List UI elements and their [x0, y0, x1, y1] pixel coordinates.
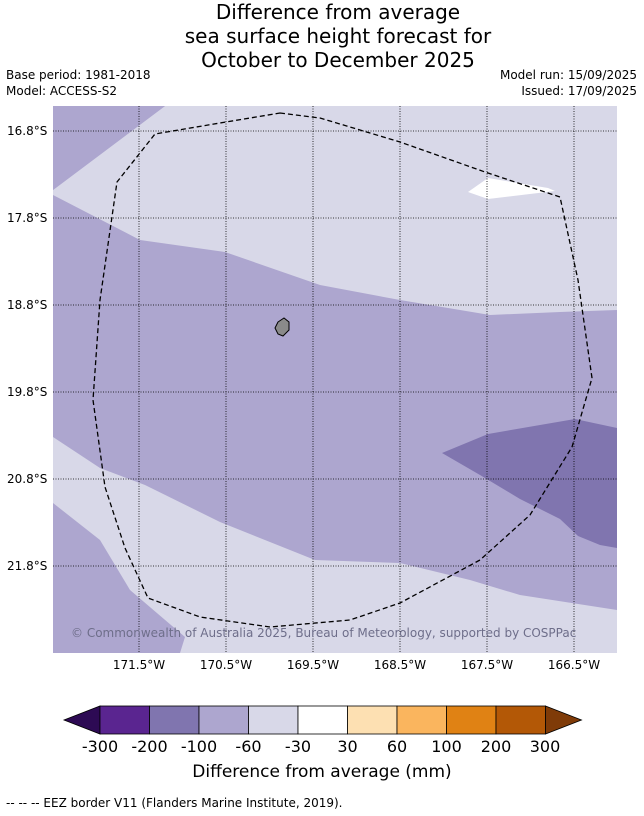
- lon-label: 168.5°W: [373, 658, 427, 672]
- lat-label: 17.8°S: [7, 211, 48, 225]
- colorbar-tick: -200: [131, 737, 168, 756]
- colorbar-tick: 300: [529, 737, 561, 756]
- anomaly-band-minus-60-south: [53, 437, 617, 653]
- anomaly-band-minus-60-north: [53, 106, 617, 315]
- model-name: Model: ACCESS-S2: [6, 84, 118, 98]
- colorbar: [62, 705, 583, 735]
- title-line-1: Difference from average: [215, 0, 461, 24]
- colorbar-segment: [248, 705, 299, 735]
- copyright-credit: © Commonwealth of Australia 2025, Bureau…: [71, 626, 577, 640]
- sea-height-map: [53, 106, 617, 653]
- lon-label: 170.5°W: [199, 658, 253, 672]
- colorbar-tick: 30: [337, 737, 358, 756]
- lat-label: 21.8°S: [7, 559, 48, 573]
- colorbar-segment: [198, 705, 249, 735]
- colorbar-tick: -300: [81, 737, 119, 756]
- colorbar-extend-low: [62, 705, 101, 735]
- graticule: [53, 106, 617, 653]
- colorbar-segment: [347, 705, 398, 735]
- colorbar-segment: [149, 705, 200, 735]
- colorbar-segment: [396, 705, 447, 735]
- anomaly-band-minus-200: [442, 419, 617, 548]
- map-title: Difference from average sea surface heig…: [0, 0, 644, 72]
- anomaly-band-zero: [468, 178, 555, 199]
- colorbar-label: Difference from average (mm): [192, 762, 452, 782]
- colorbar-tick: 60: [386, 737, 408, 756]
- colorbar-tick: -60: [235, 737, 262, 756]
- lat-label: 16.8°S: [7, 124, 48, 138]
- eez-footnote: -- -- -- EEZ border V11 (Flanders Marine…: [6, 796, 343, 810]
- colorbar-extend-high: [545, 705, 583, 735]
- colorbar-tick: 100: [431, 737, 462, 756]
- lat-label: 20.8°S: [7, 472, 48, 486]
- colorbar-segment: [446, 705, 497, 735]
- lat-label: 18.8°S: [7, 298, 48, 312]
- meta-left: Base period: 1981-2018 Model: ACCESS-S2: [6, 67, 151, 99]
- eez-border: [92, 112, 593, 628]
- lon-label: 169.5°W: [286, 658, 340, 672]
- title-line-3: October to December 2025: [201, 48, 475, 72]
- title-line-2: sea surface height forecast for: [184, 24, 492, 48]
- lon-label: 167.5°W: [460, 658, 514, 672]
- lon-label: 166.5°W: [547, 658, 601, 672]
- model-run: Model run: 15/09/2025: [499, 68, 637, 82]
- lat-label: 19.8°S: [7, 385, 48, 399]
- colorbar-body: [62, 705, 583, 735]
- lon-label: 171.5°W: [112, 658, 166, 672]
- colorbar-segment: [99, 705, 150, 735]
- colorbar-tick: -100: [180, 737, 218, 756]
- colorbar-tick: -30: [284, 737, 312, 756]
- anomaly-band-minus-100-northwest: [53, 106, 165, 190]
- colorbar-segment: [297, 705, 348, 735]
- colorbar-tick: 200: [480, 737, 512, 756]
- issued-date: Issued: 17/09/2025: [521, 84, 637, 98]
- island-niue: [274, 317, 290, 337]
- base-period: Base period: 1981-2018: [6, 68, 151, 82]
- colorbar-segment: [495, 705, 546, 735]
- meta-right: Model run: 15/09/2025 Issued: 17/09/2025: [500, 67, 637, 99]
